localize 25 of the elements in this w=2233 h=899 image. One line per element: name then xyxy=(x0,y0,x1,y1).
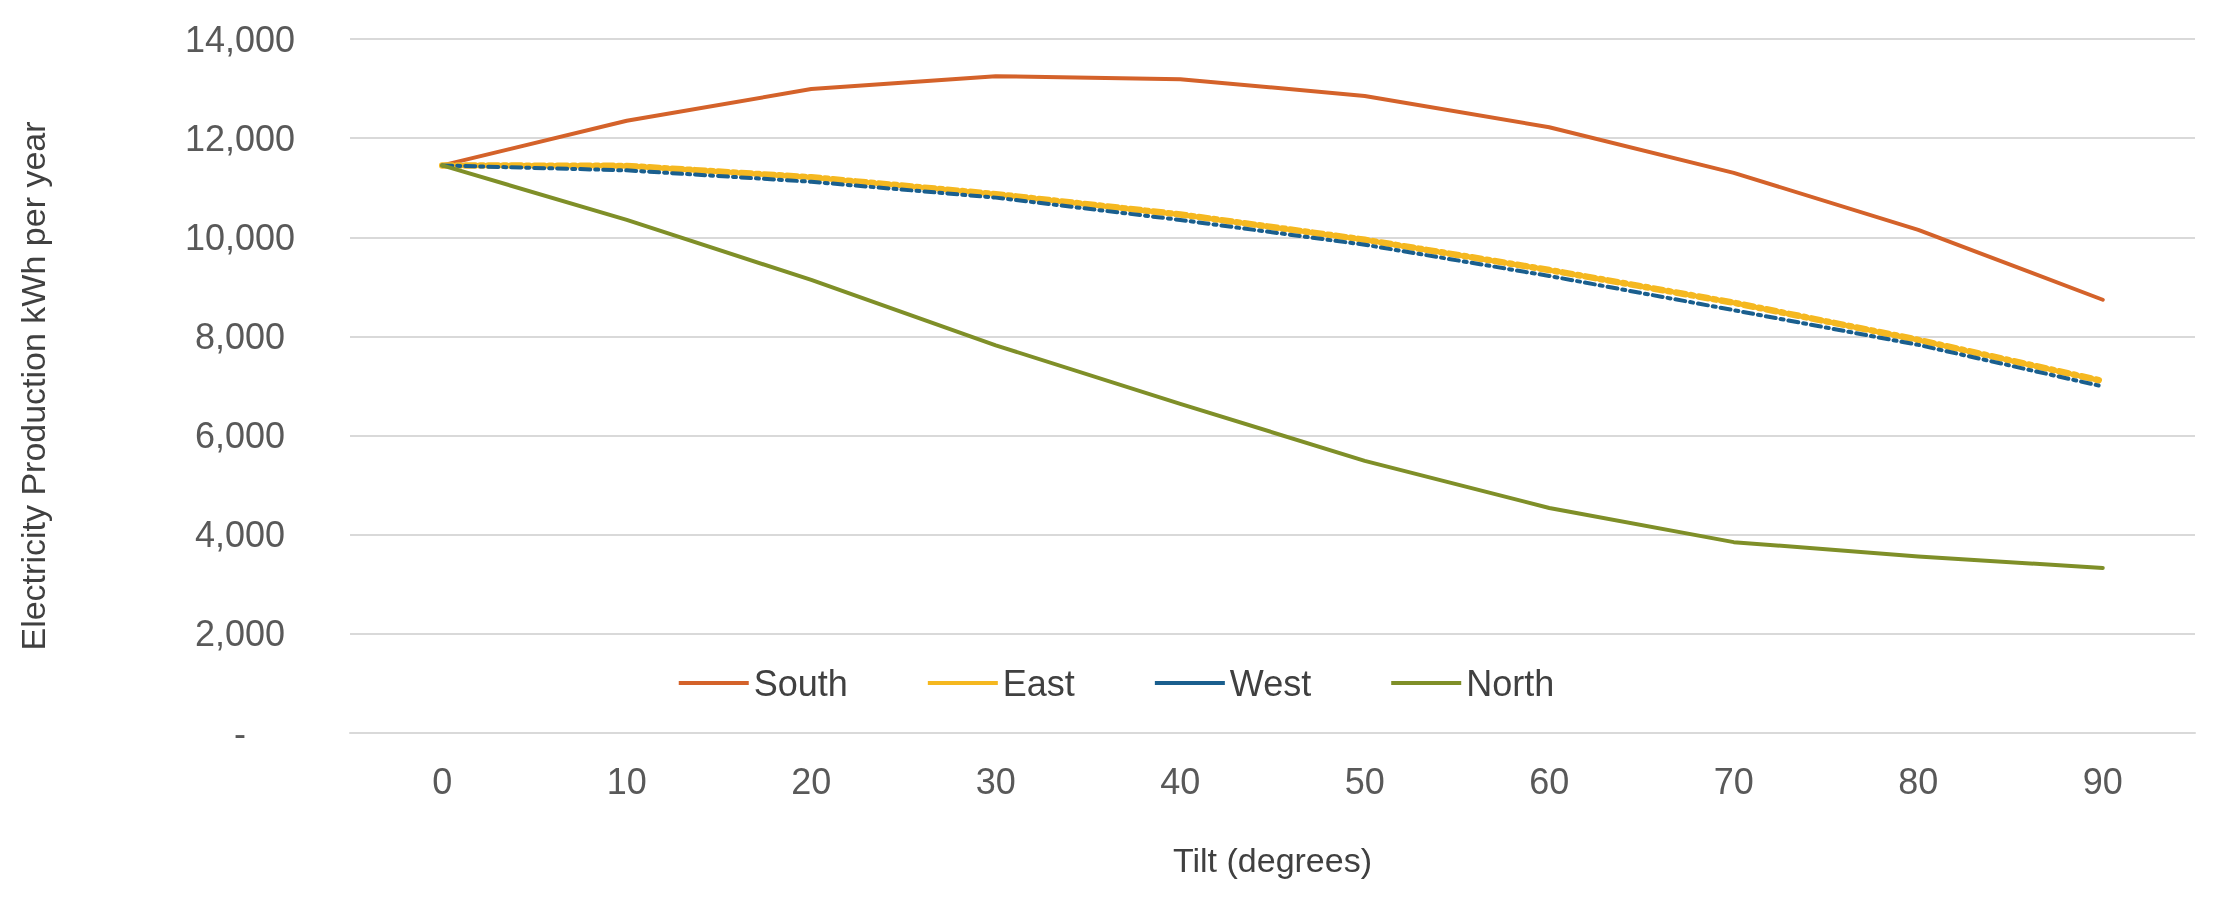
x-tick-label: 80 xyxy=(1898,760,1939,802)
legend-label: East xyxy=(1002,662,1075,704)
y-tick-label: 14,000 xyxy=(184,18,296,60)
legend-label: West xyxy=(1229,662,1312,704)
y-tick-label: - xyxy=(234,712,246,754)
legend-label: North xyxy=(1466,662,1555,704)
y-tick-label: 12,000 xyxy=(184,117,296,159)
y-axis-title: Electricity Production kWh per year xyxy=(14,121,52,651)
legend-label: South xyxy=(753,662,848,704)
x-tick-label: 50 xyxy=(1344,760,1385,802)
x-tick-label: 60 xyxy=(1529,760,1570,802)
x-tick-label: 90 xyxy=(2082,760,2123,802)
y-tick-label: 4,000 xyxy=(194,514,286,556)
x-tick-label: 20 xyxy=(791,760,832,802)
x-tick-label: 30 xyxy=(975,760,1016,802)
x-tick-label: 70 xyxy=(1713,760,1754,802)
y-tick-label: 8,000 xyxy=(194,315,286,357)
y-tick-label: 2,000 xyxy=(194,613,286,655)
line-series xyxy=(440,163,2105,570)
y-tick-label: 6,000 xyxy=(194,415,286,457)
x-tick-label: 10 xyxy=(606,760,647,802)
y-tick-label: 10,000 xyxy=(184,216,296,258)
x-tick-label: 0 xyxy=(432,760,453,802)
x-tick-label: 40 xyxy=(1160,760,1201,802)
x-axis-title: Tilt (degrees) xyxy=(1172,841,1373,879)
